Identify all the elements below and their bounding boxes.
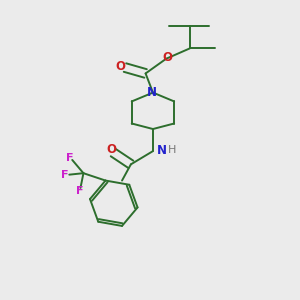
Text: N: N: [147, 86, 157, 99]
Text: F: F: [61, 170, 69, 180]
Text: O: O: [107, 143, 117, 156]
Text: O: O: [116, 60, 126, 73]
Text: O: O: [162, 51, 172, 64]
Text: N: N: [157, 144, 167, 157]
Text: F: F: [76, 186, 83, 197]
Text: H: H: [168, 145, 177, 155]
Text: F: F: [65, 153, 73, 163]
